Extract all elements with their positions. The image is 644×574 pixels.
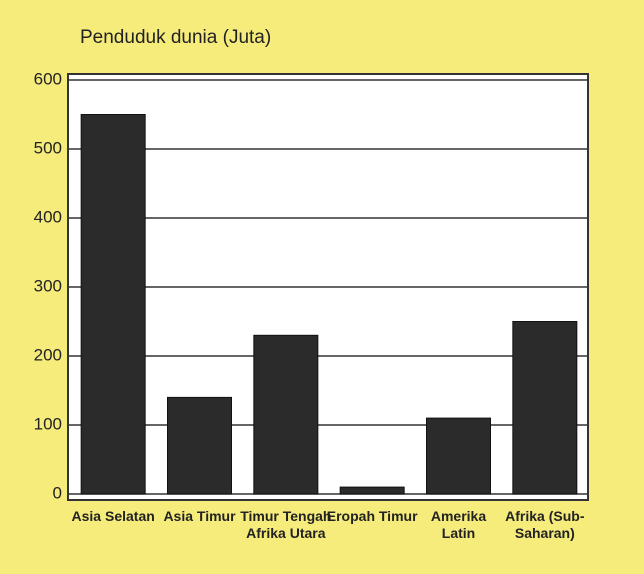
x-tick-label: Asia Timur [154, 508, 246, 525]
bar [427, 418, 491, 494]
y-tick-label: 200 [34, 345, 62, 364]
chart: Penduduk dunia (Juta) 0 100 200 300 400 500 60… [0, 0, 644, 574]
bar [340, 487, 404, 494]
page: Penduduk dunia (Juta) 0 100 200 300 400 500 60… [0, 0, 644, 574]
bar [513, 322, 577, 495]
y-tick-label: 0 [53, 483, 62, 502]
x-tick-label: Eropah Timur [326, 508, 418, 525]
y-tick-label: 300 [34, 276, 62, 295]
chart-title: Penduduk dunia (Juta) [80, 27, 271, 48]
bar [81, 115, 145, 495]
bar [168, 397, 232, 494]
x-tick-label: Amerika Latin [413, 508, 505, 542]
x-tick-label: Timur Tengah Afrika Utara [240, 508, 332, 542]
y-tick-label: 100 [34, 414, 62, 433]
bar [254, 335, 318, 494]
y-tick-label: 400 [34, 207, 62, 226]
x-tick-label: Afrika (Sub-Saharan) [499, 508, 591, 542]
y-tick-label: 500 [34, 138, 62, 157]
y-tick-label: 600 [34, 69, 62, 88]
x-tick-label: Asia Selatan [67, 508, 159, 525]
